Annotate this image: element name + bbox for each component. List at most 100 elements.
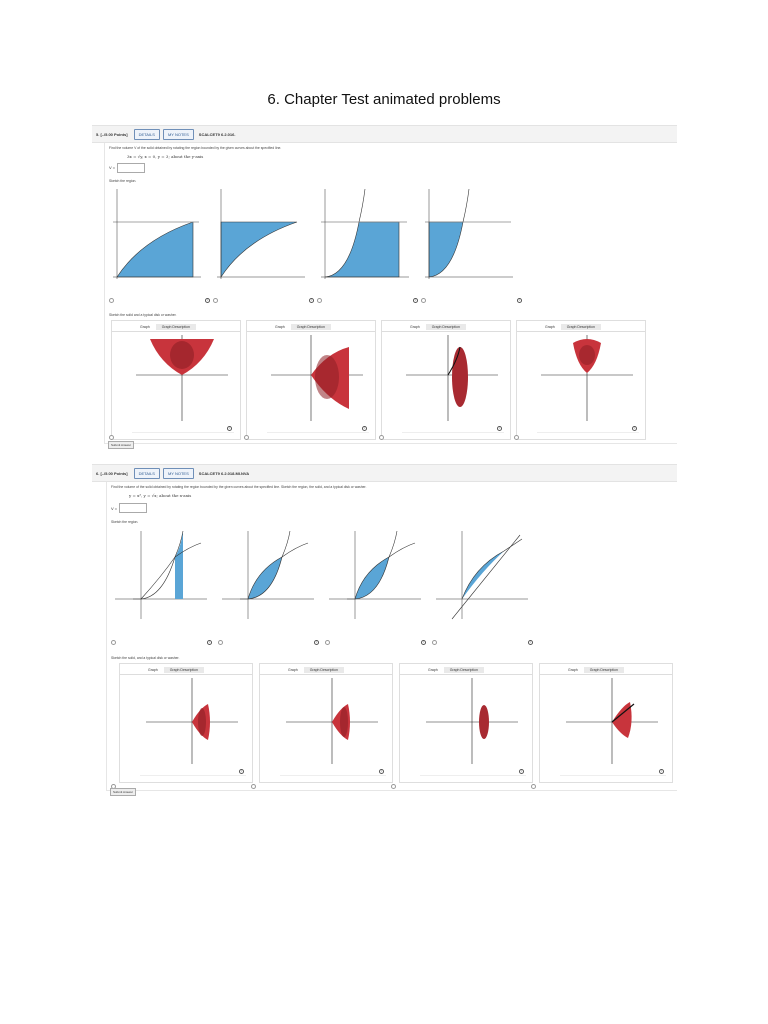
solid-graph-1 <box>146 678 238 764</box>
solid-graph-3 <box>406 335 498 421</box>
problem-points: 6. [–/5.00 Points] <box>96 470 128 476</box>
info-icon[interactable]: i <box>309 298 314 303</box>
solid-radio-1[interactable] <box>109 435 114 440</box>
my-notes-button[interactable]: MY NOTES <box>162 467 194 479</box>
info-icon[interactable]: i <box>517 298 522 303</box>
solid-graph-3 <box>426 678 518 764</box>
problem-body: Find the volume of the solid obtained by… <box>106 482 677 791</box>
solid-graph-1 <box>136 335 228 421</box>
answer-label: V = <box>109 165 116 170</box>
info-icon[interactable]: i <box>227 426 232 431</box>
region-graph-option-3 <box>329 530 421 619</box>
region-radio-2[interactable] <box>218 640 223 645</box>
tab-graph[interactable]: Graph <box>568 668 578 672</box>
tab-graph[interactable]: Graph <box>428 668 438 672</box>
solid-graph-card-4: Graph Graph Description i <box>516 320 646 440</box>
region-radio-2[interactable] <box>213 298 218 303</box>
answer-label: V = <box>111 506 118 511</box>
tab-graph-description[interactable]: Graph Description <box>443 667 484 673</box>
solid-graph-card-4: Graph Graph Description i <box>539 663 673 783</box>
tab-graph[interactable]: Graph <box>148 668 158 672</box>
solid-graph-2 <box>271 335 363 421</box>
problem-header: 6. [–/5.00 Points] DETAILS MY NOTES SCAL… <box>92 464 677 482</box>
volume-answer-input[interactable] <box>119 503 147 513</box>
solid-radio-4[interactable] <box>531 784 536 789</box>
region-graph-option-2 <box>222 530 314 619</box>
region-graph-option-1 <box>115 530 207 619</box>
tab-graph[interactable]: Graph <box>140 325 150 329</box>
problem-instruction: Find the volume of the solid obtained by… <box>111 485 367 489</box>
info-icon[interactable]: i <box>528 640 533 645</box>
problem-code: SCALCET9 6.2.016. <box>198 131 236 137</box>
solid-graph-card-2: Graph Graph Description i <box>246 320 376 440</box>
region-graph-option-4 <box>425 188 513 279</box>
solid-graph-2 <box>286 678 378 764</box>
info-icon[interactable]: i <box>632 426 637 431</box>
tab-graph-description[interactable]: Graph Description <box>155 324 196 330</box>
my-notes-button[interactable]: MY NOTES <box>162 128 194 140</box>
solid-graph-card-1: Graph Graph Description i <box>119 663 253 783</box>
problem-body: Find the volume V of the solid obtained … <box>104 143 677 444</box>
problem-header: 5. [–/5.00 Points] DETAILS MY NOTES SCAL… <box>92 125 677 143</box>
region-radio-1[interactable] <box>111 640 116 645</box>
problem-equation: y = x³, y = √x; about the x-axis <box>129 493 192 498</box>
info-icon[interactable]: i <box>421 640 426 645</box>
tab-graph-description[interactable]: Graph Description <box>583 667 624 673</box>
region-graph-option-2 <box>217 189 305 279</box>
region-graph-option-1 <box>113 189 201 279</box>
solid-radio-3[interactable] <box>379 435 384 440</box>
tab-graph[interactable]: Graph <box>410 325 420 329</box>
info-icon[interactable]: i <box>207 640 212 645</box>
region-radio-3[interactable] <box>325 640 330 645</box>
solid-graph-4 <box>566 678 658 764</box>
region-radio-1[interactable] <box>109 298 114 303</box>
details-button[interactable]: DETAILS <box>133 467 160 479</box>
info-icon[interactable]: i <box>239 769 244 774</box>
region-radio-4[interactable] <box>432 640 437 645</box>
sketch-solid-label: Sketch the solid and a typical disk or w… <box>109 313 177 317</box>
solid-radio-4[interactable] <box>514 435 519 440</box>
info-icon[interactable]: i <box>413 298 418 303</box>
info-icon[interactable]: i <box>519 769 524 774</box>
solid-radio-2[interactable] <box>244 435 249 440</box>
tab-graph-description[interactable]: Graph Description <box>290 324 331 330</box>
region-radio-4[interactable] <box>421 298 426 303</box>
sketch-region-label: Sketch the region. <box>109 179 137 183</box>
tab-graph-description[interactable]: Graph Description <box>303 667 344 673</box>
tab-graph[interactable]: Graph <box>275 325 285 329</box>
region-radio-3[interactable] <box>317 298 322 303</box>
solid-graph-card-3: Graph Graph Description i <box>381 320 511 440</box>
tab-graph-description[interactable]: Graph Description <box>560 324 601 330</box>
tab-graph[interactable]: Graph <box>545 325 555 329</box>
sketch-region-label: Sketch the region. <box>111 520 139 524</box>
details-button[interactable]: DETAILS <box>133 128 160 140</box>
info-icon[interactable]: i <box>205 298 210 303</box>
submit-answer-button[interactable]: Submit Answer <box>108 441 135 449</box>
info-icon[interactable]: i <box>314 640 319 645</box>
info-icon[interactable]: i <box>497 426 502 431</box>
volume-answer-input[interactable] <box>117 163 145 173</box>
tab-graph-description[interactable]: Graph Description <box>163 667 204 673</box>
region-graph-option-3 <box>321 188 409 279</box>
solid-radio-2[interactable] <box>251 784 256 789</box>
solid-graph-card-1: Graph Graph Description i <box>111 320 241 440</box>
solid-radio-3[interactable] <box>391 784 396 789</box>
submit-answer-button[interactable]: Submit Answer <box>110 788 137 796</box>
tab-graph[interactable]: Graph <box>288 668 298 672</box>
problem-equation: 3x = √y, x = 0, y = 3; about the y-axis <box>127 154 204 159</box>
problem-6: 6. [–/5.00 Points] DETAILS MY NOTES SCAL… <box>92 464 677 798</box>
solid-graph-card-2: Graph Graph Description i <box>259 663 393 783</box>
problem-instruction: Find the volume V of the solid obtained … <box>109 146 282 150</box>
problem-points: 5. [–/5.00 Points] <box>96 131 128 137</box>
solid-graph-card-3: Graph Graph Description i <box>399 663 533 783</box>
problem-5: 5. [–/5.00 Points] DETAILS MY NOTES SCAL… <box>92 125 677 450</box>
region-graph-option-4 <box>436 531 528 620</box>
page-title: 6. Chapter Test animated problems <box>267 91 501 108</box>
info-icon[interactable]: i <box>362 426 367 431</box>
problem-code: SCALCET9 6.2.018.MI.NVA <box>198 470 250 476</box>
solid-graph-4 <box>541 335 633 421</box>
sketch-solid-label: Sketch the solid, and a typical disk or … <box>111 656 180 660</box>
tab-graph-description[interactable]: Graph Description <box>425 324 466 330</box>
info-icon[interactable]: i <box>659 769 664 774</box>
info-icon[interactable]: i <box>379 769 384 774</box>
